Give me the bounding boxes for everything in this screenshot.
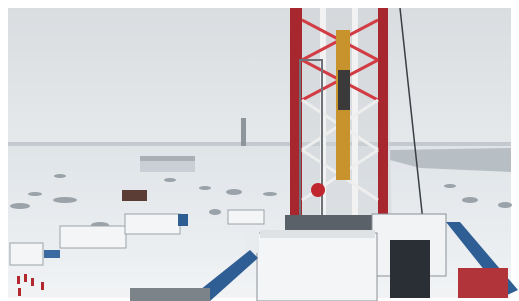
shape: [263, 192, 277, 196]
shape: [260, 230, 375, 238]
shape: [228, 210, 264, 224]
shape: [390, 240, 430, 298]
shape: [164, 178, 176, 182]
shape: [226, 189, 242, 195]
scene: [8, 8, 518, 301]
shape: [28, 192, 42, 196]
shape: [378, 8, 388, 240]
shape: [60, 226, 126, 248]
shape: [209, 209, 221, 215]
shape: [140, 160, 195, 172]
shape: [498, 202, 512, 208]
shape: [18, 288, 21, 296]
shape: [24, 274, 27, 282]
shape: [338, 70, 350, 110]
shape: [31, 278, 34, 286]
shape: [44, 250, 60, 258]
shape: [17, 276, 20, 284]
shape: [245, 228, 259, 253]
shape: [178, 214, 188, 226]
shape: [352, 8, 358, 240]
shape: [257, 233, 377, 301]
shape: [41, 282, 44, 290]
shape: [462, 197, 478, 203]
shape: [10, 243, 43, 265]
sky: [8, 8, 511, 148]
page: {}: [0, 0, 519, 301]
shape: [444, 184, 456, 188]
shape: [125, 214, 180, 234]
distant-rig: [241, 118, 246, 146]
photo: [0, 0, 519, 301]
shape: [140, 156, 195, 161]
horizon: [8, 142, 511, 146]
shape: [458, 268, 508, 298]
shape: [122, 190, 147, 201]
shape: [53, 197, 77, 203]
shape: [10, 203, 30, 209]
shape: [54, 174, 66, 178]
shape: [199, 186, 211, 190]
shape: [311, 183, 325, 197]
shape: [130, 288, 210, 301]
